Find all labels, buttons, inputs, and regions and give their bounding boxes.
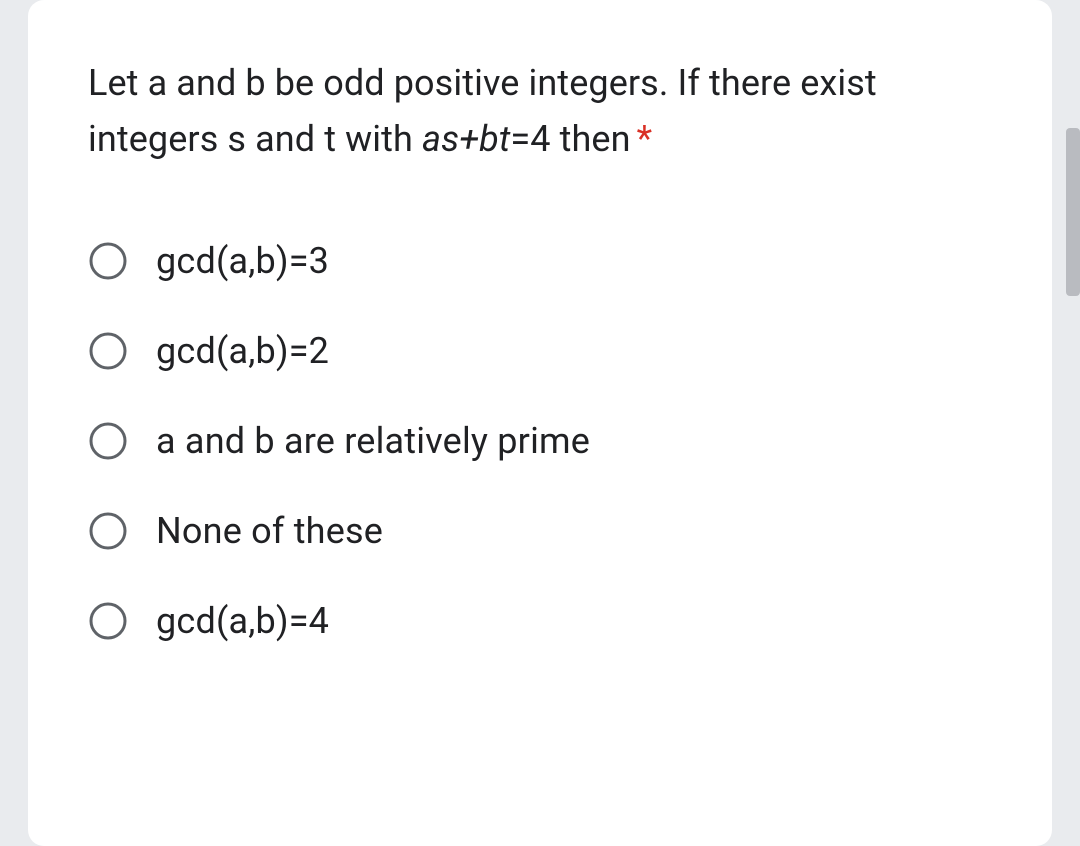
option-2[interactable]: gcd(a,b)=2	[88, 330, 992, 372]
scrollbar-track[interactable]	[1064, 0, 1080, 846]
option-3[interactable]: a and b are relatively prime	[88, 420, 992, 462]
option-5[interactable]: gcd(a,b)=4	[88, 600, 992, 642]
option-label: None of these	[156, 510, 383, 552]
option-1[interactable]: gcd(a,b)=3	[88, 240, 992, 282]
question-card: Let a and b be odd positive integers. If…	[28, 0, 1052, 846]
radio-unchecked-icon	[88, 331, 128, 371]
option-4[interactable]: None of these	[88, 510, 992, 552]
required-asterisk: *	[637, 118, 653, 160]
radio-unchecked-icon	[88, 601, 128, 641]
question-text: Let a and b be odd positive integers. If…	[88, 56, 992, 168]
option-label: gcd(a,b)=4	[156, 600, 329, 642]
question-suffix: =4 then	[510, 118, 630, 160]
scrollbar-thumb[interactable]	[1066, 128, 1080, 296]
option-label: a and b are relatively prime	[156, 420, 590, 462]
option-label: gcd(a,b)=3	[156, 240, 329, 282]
radio-unchecked-icon	[88, 241, 128, 281]
options-group: gcd(a,b)=3 gcd(a,b)=2 a and b are relati…	[88, 240, 992, 642]
radio-unchecked-icon	[88, 511, 128, 551]
question-equation-lhs: as+bt	[422, 118, 510, 160]
radio-unchecked-icon	[88, 421, 128, 461]
option-label: gcd(a,b)=2	[156, 330, 329, 372]
